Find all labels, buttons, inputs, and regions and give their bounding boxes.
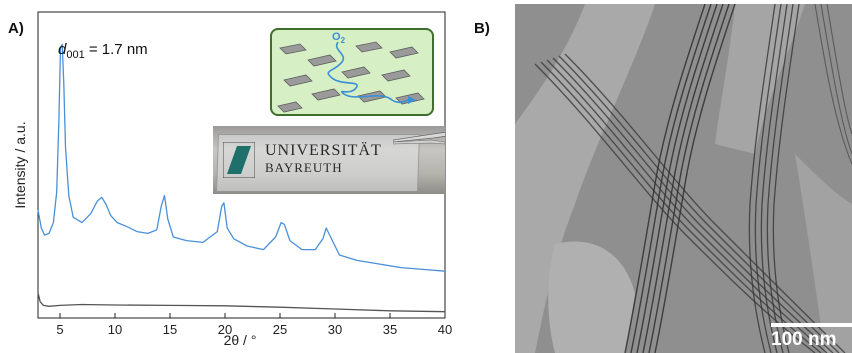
d-symbol: d bbox=[58, 41, 67, 58]
panel-b-label: B) bbox=[474, 20, 490, 37]
platelet bbox=[355, 41, 383, 53]
light-region bbox=[715, 4, 805, 154]
plot-border bbox=[37, 11, 446, 319]
photo-text-line-1: UNIVERSITÄT bbox=[265, 142, 382, 159]
layer-fringe bbox=[642, 4, 724, 353]
d-spacing-annotation: d001 = 1.7 nm bbox=[58, 41, 148, 61]
x-axis-ticks: 5 10 15 20 25 30 35 40 bbox=[56, 313, 452, 337]
layer-fringe bbox=[564, 53, 846, 353]
layer-fringe bbox=[558, 55, 840, 353]
x-axis-title: 2θ / ° bbox=[224, 332, 257, 348]
layer-fringe bbox=[754, 4, 782, 353]
layer-fringe bbox=[624, 4, 706, 353]
plot-frame bbox=[37, 11, 446, 319]
photo-text-line-2: BAYREUTH bbox=[265, 160, 343, 175]
x-tick-label: 10 bbox=[108, 322, 122, 337]
layer-fringe bbox=[630, 4, 712, 353]
series-line-1 bbox=[37, 43, 446, 272]
clay-layer-bundle bbox=[814, 4, 852, 165]
x-tick-label: 20 bbox=[218, 322, 232, 337]
platelet-diffusion-schematic: O2 bbox=[277, 31, 425, 113]
layer-fringe bbox=[748, 4, 776, 353]
tem-micrograph bbox=[515, 4, 852, 353]
o2-symbol: O bbox=[332, 31, 341, 43]
layer-fringe bbox=[552, 57, 834, 353]
x-tick-label: 30 bbox=[328, 322, 342, 337]
light-region bbox=[795, 154, 852, 353]
d-subscript: 001 bbox=[66, 49, 84, 61]
platelet bbox=[307, 54, 337, 67]
layer-fringe bbox=[648, 4, 730, 353]
xrd-chart: 5 10 15 20 25 30 35 40 2θ / ° Intensity / a.u. … bbox=[12, 11, 452, 348]
clay-layer-bundle bbox=[748, 4, 800, 353]
chart-series bbox=[37, 43, 446, 313]
inset-schematic: O2 bbox=[270, 28, 434, 116]
light-region bbox=[548, 241, 635, 353]
layer-fringe bbox=[636, 4, 718, 353]
platelet bbox=[279, 43, 307, 55]
y-axis-title: Intensity / a.u. bbox=[12, 121, 28, 208]
x-tick-label: 35 bbox=[383, 322, 397, 337]
clay-platelets bbox=[277, 41, 425, 113]
layer-fringe bbox=[814, 4, 852, 165]
layer-fringe bbox=[760, 4, 788, 353]
x-tick-label: 15 bbox=[163, 322, 177, 337]
scale-bar bbox=[771, 323, 852, 327]
layer-fringe bbox=[826, 4, 852, 135]
platelet bbox=[389, 46, 419, 59]
platelet bbox=[381, 69, 411, 82]
clay-layer-bundle bbox=[624, 4, 736, 353]
diffusion-arrowhead bbox=[408, 96, 416, 104]
platelet bbox=[277, 101, 303, 113]
x-tick-label: 40 bbox=[438, 322, 452, 337]
o2-label: O2 bbox=[332, 31, 346, 45]
layer-fringe bbox=[820, 4, 852, 155]
platelet bbox=[311, 88, 341, 101]
o2-subscript: 2 bbox=[341, 36, 346, 45]
diffusion-path bbox=[327, 41, 409, 104]
tem-texture bbox=[515, 4, 852, 353]
layer-fringe bbox=[772, 4, 800, 353]
x-tick-label: 25 bbox=[273, 322, 287, 337]
platelet bbox=[341, 66, 371, 79]
platelet bbox=[283, 74, 313, 87]
x-tick-label: 5 bbox=[56, 322, 63, 337]
inset-film-photo: UNIVERSITÄT BAYREUTH bbox=[213, 126, 445, 194]
university-logo bbox=[223, 142, 255, 178]
panel-a-label: A) bbox=[8, 20, 24, 37]
scale-bar-label: 100 nm bbox=[771, 329, 837, 350]
layer-fringe bbox=[654, 4, 736, 353]
d-value: = 1.7 nm bbox=[85, 41, 148, 58]
series-line-2 bbox=[37, 292, 446, 313]
light-region bbox=[515, 4, 655, 353]
tweezer bbox=[393, 131, 445, 145]
layer-fringe bbox=[766, 4, 794, 353]
